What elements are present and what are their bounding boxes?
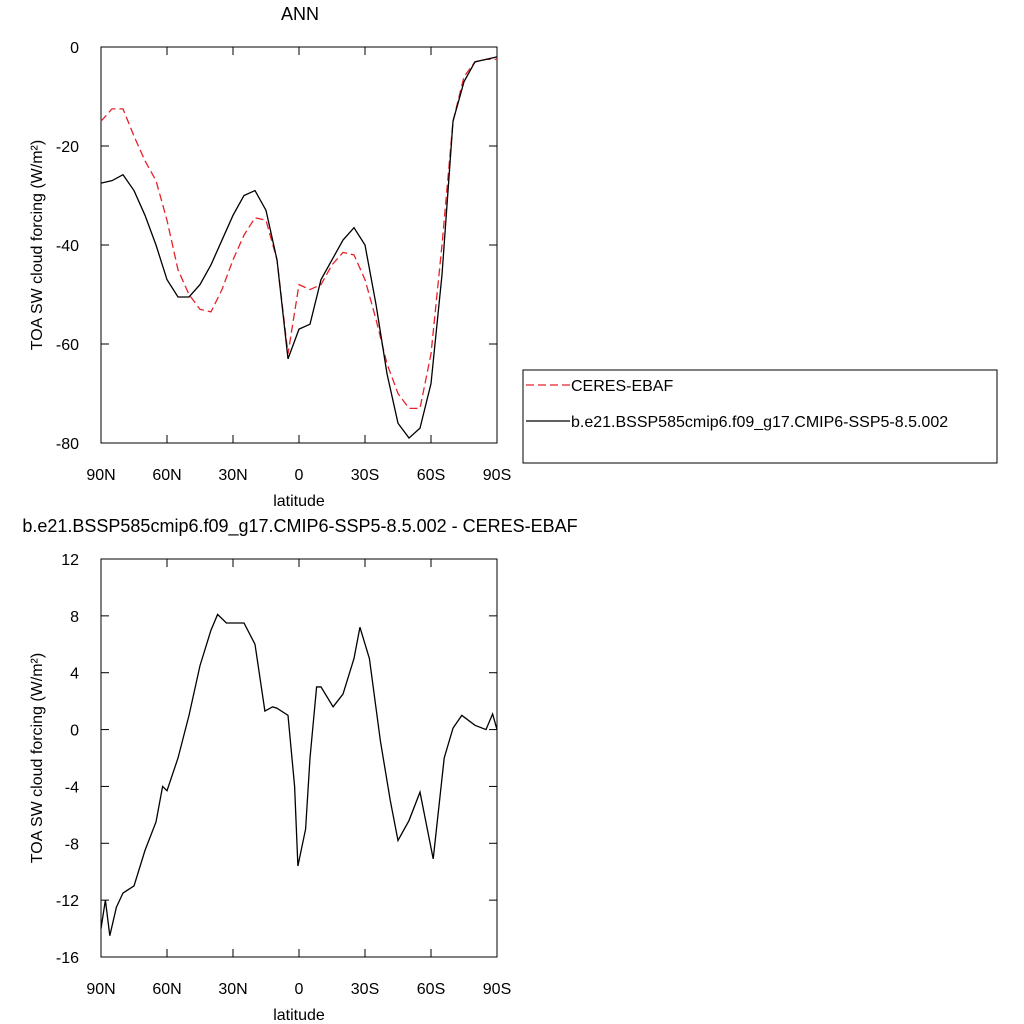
x-tick-label: 90N: [86, 981, 115, 998]
y-tick-label: 0: [70, 40, 79, 57]
data-line: [100, 613, 498, 936]
x-tick-label: 0: [295, 981, 304, 998]
x-tick-label: 60N: [152, 981, 181, 998]
legend-label: CERES-EBAF: [571, 378, 673, 395]
plot-frame: [100, 558, 498, 958]
x-tick-label: 60N: [152, 467, 181, 484]
x-axis-label: latitude: [273, 1007, 325, 1024]
y-tick-label: 4: [70, 666, 79, 683]
y-axis-label: TOA SW cloud forcing (W/m²): [29, 653, 46, 863]
x-tick-label: 30N: [218, 467, 247, 484]
x-axis-label: latitude: [273, 493, 325, 510]
y-tick-label: 8: [70, 609, 79, 626]
y-tick-label: -16: [56, 950, 79, 967]
x-tick-label: 0: [295, 467, 304, 484]
legend-label: b.e21.BSSP585cmip6.f09_g17.CMIP6-SSP5-8.…: [571, 414, 948, 431]
data-line: [100, 58, 497, 409]
chart-title: ANN: [281, 4, 319, 24]
y-tick-label: 0: [70, 723, 79, 740]
x-tick-label: 90S: [483, 981, 511, 998]
y-tick-label: -40: [56, 238, 79, 255]
y-tick-label: 12: [61, 552, 79, 569]
x-tick-label: 30S: [351, 467, 379, 484]
chart-title: b.e21.BSSP585cmip6.f09_g17.CMIP6-SSP5-8.…: [22, 516, 577, 537]
data-line: [100, 56, 498, 440]
x-tick-label: 90S: [483, 467, 511, 484]
y-tick-label: -20: [56, 139, 79, 156]
x-tick-label: 60S: [417, 981, 445, 998]
y-tick-label: -80: [56, 436, 79, 453]
plot-frame: [100, 46, 498, 444]
y-axis-label: TOA SW cloud forcing (W/m²): [29, 140, 46, 350]
y-tick-label: -12: [56, 893, 79, 910]
y-tick-label: -4: [65, 779, 79, 796]
x-tick-label: 60S: [417, 467, 445, 484]
y-tick-label: -60: [56, 337, 79, 354]
x-tick-label: 90N: [86, 467, 115, 484]
legend-box: [522, 369, 998, 464]
y-tick-label: -8: [65, 836, 79, 853]
x-tick-label: 30N: [218, 981, 247, 998]
x-tick-label: 30S: [351, 981, 379, 998]
